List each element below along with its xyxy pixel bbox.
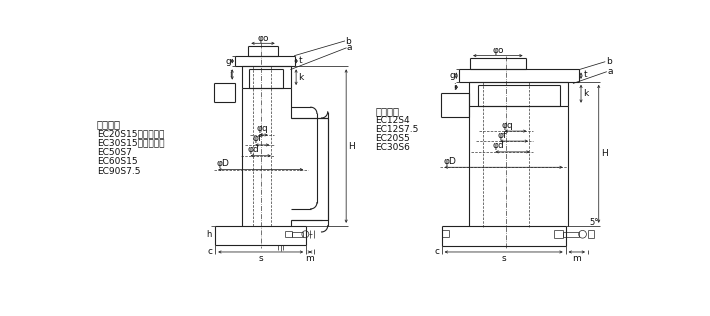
- Text: EC30S15（把手付）: EC30S15（把手付）: [97, 139, 164, 148]
- Text: EC20S15（把手付）: EC20S15（把手付）: [97, 130, 164, 138]
- Text: m: m: [572, 253, 581, 263]
- Text: H: H: [349, 142, 355, 151]
- Text: EC20S5: EC20S5: [376, 134, 410, 143]
- Text: i: i: [229, 70, 231, 79]
- Text: 5°: 5°: [589, 218, 599, 227]
- Text: φD: φD: [217, 159, 229, 168]
- Text: a: a: [607, 67, 613, 76]
- Text: g: g: [449, 71, 456, 80]
- Text: b: b: [606, 57, 611, 66]
- Text: c: c: [208, 247, 213, 257]
- Text: φo: φo: [492, 46, 503, 55]
- Text: s: s: [258, 253, 263, 263]
- Text: EC50S7: EC50S7: [97, 148, 131, 157]
- Text: φd: φd: [493, 141, 504, 150]
- Text: φq: φq: [502, 120, 513, 130]
- Text: EC30S6: EC30S6: [376, 143, 410, 152]
- Text: φf: φf: [252, 134, 261, 143]
- Text: φo: φo: [257, 33, 269, 43]
- Text: m: m: [305, 253, 315, 263]
- Text: EC12S4: EC12S4: [376, 116, 410, 125]
- Text: t: t: [584, 70, 587, 79]
- Text: k: k: [584, 89, 589, 98]
- Text: EC12S7.5: EC12S7.5: [376, 125, 419, 134]
- Text: t: t: [298, 56, 302, 65]
- Text: i: i: [453, 83, 456, 92]
- Text: H: H: [601, 149, 608, 158]
- Text: φf: φf: [497, 131, 506, 140]
- Text: φd: φd: [248, 145, 259, 154]
- Text: EC90S7.5: EC90S7.5: [97, 167, 140, 175]
- Text: EC60S15: EC60S15: [97, 157, 137, 166]
- Text: 適応機種: 適応機種: [97, 119, 121, 130]
- Text: k: k: [298, 73, 304, 82]
- Text: s: s: [501, 253, 506, 263]
- Text: g: g: [226, 57, 231, 65]
- Text: φD: φD: [443, 157, 456, 166]
- Text: φq: φq: [257, 125, 268, 133]
- Text: a: a: [347, 43, 352, 52]
- Text: b: b: [345, 37, 351, 46]
- Text: h: h: [207, 230, 212, 239]
- Text: c: c: [435, 247, 439, 257]
- Text: 適応機種: 適応機種: [376, 106, 400, 116]
